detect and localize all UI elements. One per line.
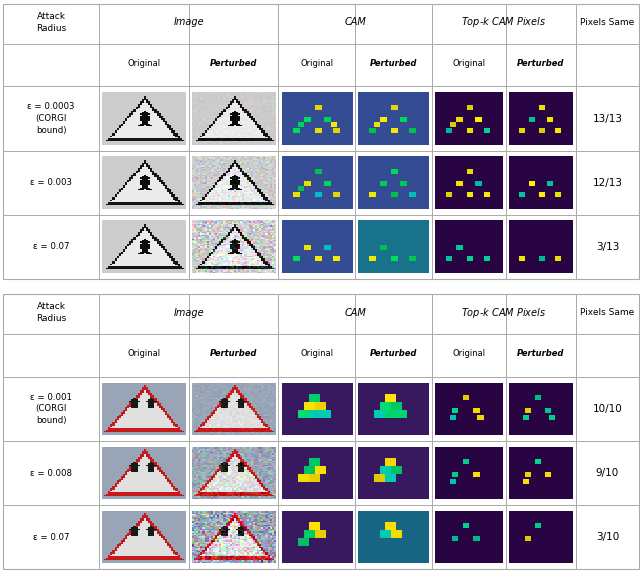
Text: ε = 0.003: ε = 0.003 <box>30 178 72 187</box>
Text: ε = 0.07: ε = 0.07 <box>33 242 70 251</box>
Text: Perturbed: Perturbed <box>210 349 257 358</box>
Text: Perturbed: Perturbed <box>370 59 417 68</box>
Text: Top-$k$ CAM Pixels: Top-$k$ CAM Pixels <box>461 15 547 29</box>
Text: Image: Image <box>173 17 204 27</box>
Text: 10/10: 10/10 <box>593 404 622 414</box>
Text: Top-$k$ CAM Pixels: Top-$k$ CAM Pixels <box>461 305 547 320</box>
Text: Perturbed: Perturbed <box>210 59 257 68</box>
Text: Original: Original <box>452 349 485 358</box>
Text: Perturbed: Perturbed <box>517 349 564 358</box>
Text: Image: Image <box>173 308 204 317</box>
Text: Attack
Radius: Attack Radius <box>36 12 67 33</box>
Text: 12/13: 12/13 <box>593 178 622 187</box>
Text: Original: Original <box>452 59 485 68</box>
Text: 13/13: 13/13 <box>593 113 622 124</box>
Text: CAM: CAM <box>344 17 366 27</box>
Text: Pixels Same: Pixels Same <box>580 308 634 317</box>
Text: ε = 0.0003
(CORGI
bound): ε = 0.0003 (CORGI bound) <box>28 102 75 135</box>
Text: 3/13: 3/13 <box>596 242 619 252</box>
Text: Original: Original <box>300 349 333 358</box>
Text: 3/10: 3/10 <box>596 532 619 542</box>
Text: Pixels Same: Pixels Same <box>580 18 634 26</box>
Text: Original: Original <box>127 59 161 68</box>
Text: ε = 0.001
(CORGI
bound): ε = 0.001 (CORGI bound) <box>30 393 72 426</box>
Text: Perturbed: Perturbed <box>517 59 564 68</box>
Text: Original: Original <box>300 59 333 68</box>
Text: Perturbed: Perturbed <box>370 349 417 358</box>
Text: Attack
Radius: Attack Radius <box>36 302 67 323</box>
Text: Original: Original <box>127 349 161 358</box>
Text: ε = 0.07: ε = 0.07 <box>33 532 70 542</box>
Text: ε = 0.008: ε = 0.008 <box>30 469 72 478</box>
Text: CAM: CAM <box>344 308 366 317</box>
Text: 9/10: 9/10 <box>596 468 619 478</box>
